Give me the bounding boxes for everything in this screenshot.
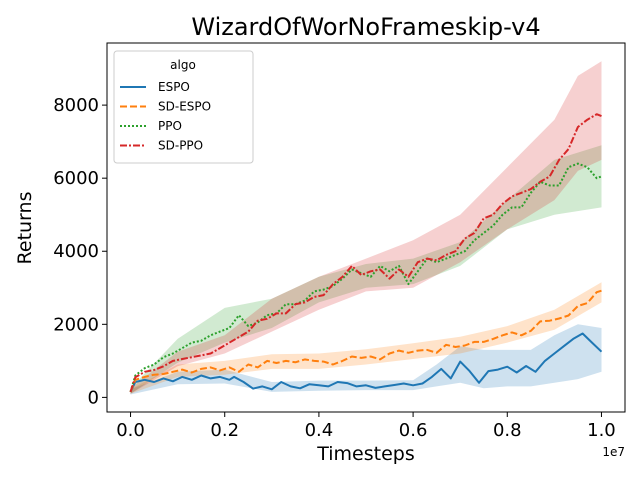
y-axis-label: Returns (14, 192, 36, 265)
legend: algo ESPO SD-ESPO PPO SD-PPO (113, 50, 254, 164)
x-tick-label: 1.0 (587, 420, 616, 441)
legend-label: SD-PPO (158, 139, 203, 153)
series-line-sd-ppo (129, 113, 602, 393)
x-tick-label: 0.8 (493, 420, 522, 441)
series-lines (129, 113, 603, 393)
legend-box (113, 50, 254, 164)
legend-label: ESPO (158, 80, 190, 94)
y-tick-label: 6000 (53, 168, 99, 189)
x-tick-label: 0.4 (305, 420, 334, 441)
series-line-ppo (129, 162, 602, 393)
x-axis-ticks: 0.0 0.2 0.4 0.6 0.8 1.0 (116, 412, 616, 441)
band-sd-espo (130, 282, 602, 394)
x-tick-label: 0.0 (116, 420, 145, 441)
series-line-sd-espo (129, 289, 602, 393)
y-tick-label: 8000 (53, 95, 99, 116)
plot-frame (106, 42, 626, 413)
y-tick-label: 2000 (53, 314, 99, 335)
series-line-espo (129, 332, 603, 393)
legend-label: PPO (158, 119, 182, 133)
x-tick-label: 0.6 (399, 420, 428, 441)
legend-label: SD-ESPO (158, 100, 211, 114)
x-tick-label: 0.2 (210, 420, 239, 441)
y-axis-ticks: 0 2000 4000 6000 8000 (53, 95, 107, 408)
band-ppo (130, 145, 602, 394)
y-tick-label: 0 (88, 387, 99, 408)
x-axis-label: Timesteps (316, 443, 415, 465)
chart-title: WizardOfWorNoFrameskip-v4 (191, 13, 540, 41)
y-tick-label: 4000 (53, 241, 99, 262)
x-scale-label: 1e7 (602, 445, 625, 459)
legend-title: algo (170, 58, 196, 72)
legend-entries: ESPO SD-ESPO PPO SD-PPO (120, 80, 211, 153)
